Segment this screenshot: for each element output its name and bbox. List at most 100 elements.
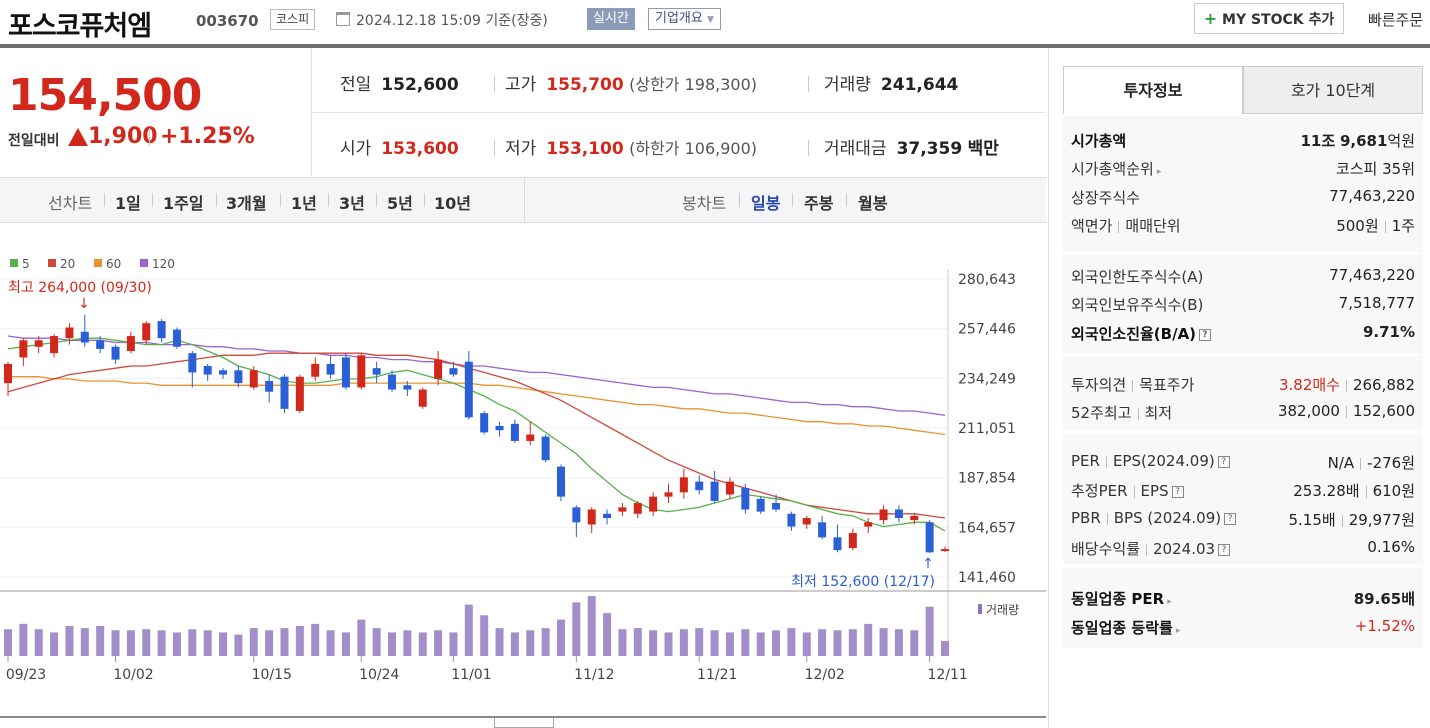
tab-period-3y[interactable]: 3년 [339, 194, 365, 213]
plus-icon: + [1203, 9, 1218, 28]
price-chart[interactable]: 5 20 60 120 280,643 257,446 234,249 211,051 187,… [0, 224, 1046, 728]
volume-bar [495, 628, 504, 656]
line-chart-label: 선차트 [48, 194, 93, 213]
help-icon[interactable]: ? [1171, 485, 1184, 498]
help-icon[interactable]: ? [1218, 543, 1231, 556]
shares-label: 상장주식수 [1071, 189, 1141, 207]
candle-body [572, 507, 581, 523]
candle-body [910, 515, 919, 521]
volume-bar [633, 628, 642, 656]
volume-bar [142, 629, 151, 656]
realtime-button[interactable]: 실시간 [587, 8, 635, 30]
divider [494, 76, 495, 92]
w52-value: 382,000 152,600 [1277, 402, 1415, 420]
candle-body [219, 370, 228, 375]
candle-body [879, 509, 888, 521]
help-icon[interactable]: ? [1224, 512, 1237, 525]
y-tick-label: 280,643 [958, 272, 1016, 288]
tab-period-5y[interactable]: 5년 [387, 194, 413, 213]
chart-tab-bar: 선차트 1일 1주일 3개월 1년 3년 5년 10년 봉차트 일봉 주봉 월봉 [0, 178, 1046, 223]
tab-investment-info[interactable]: 투자정보 [1063, 66, 1243, 114]
volume-bar [19, 623, 28, 656]
candle-body [111, 346, 120, 360]
low-value: 153,100 [546, 139, 624, 159]
volume-value: 241,644 [880, 75, 959, 95]
help-icon[interactable]: ? [1199, 328, 1212, 341]
cap-rank-label: 시가총액순위 ▸ [1071, 160, 1162, 178]
tab-period-3m[interactable]: 3개월 [226, 194, 267, 213]
ma120-line [7, 335, 946, 416]
add-my-stock-button[interactable]: + MY STOCK 추가 [1194, 3, 1344, 34]
candle-body [464, 361, 473, 418]
tab-period-1d[interactable]: 1일 [115, 194, 141, 213]
industry-change-row[interactable]: 동일업종 등락률 ▸ +1.52% [1071, 617, 1415, 643]
candle-body [234, 370, 243, 384]
industry-per-value: 89.65배 [1353, 590, 1415, 608]
industry-section: 동일업종 PER ▸ 89.65배 동일업종 등락률 ▸ +1.52% [1063, 568, 1423, 648]
per-row: PER EPS(2024.09)? N/A -276원 [1071, 452, 1415, 478]
y-tick-label: 257,446 [958, 322, 1016, 338]
divider [149, 128, 150, 146]
volume-bar [341, 632, 350, 656]
corp-overview-dropdown[interactable]: 기업개요 ▼ [648, 8, 721, 30]
quick-order-link[interactable]: 빠른주문 [1368, 11, 1424, 29]
tab-candle-monthly[interactable]: 월봉 [858, 194, 888, 213]
volume-bar [649, 630, 658, 656]
opinion-row: 투자의견 목표주가 3.82매수 266,882 [1071, 374, 1415, 400]
candle-body [787, 513, 796, 527]
est-per-row: 추정PER EPS? 253.28배 610원 [1071, 480, 1415, 506]
candle-body [126, 336, 135, 352]
foreign-limit-value: 77,463,220 [1329, 266, 1415, 284]
candle-body [833, 537, 842, 551]
volume-bar [802, 632, 811, 656]
volume-bar [587, 596, 596, 656]
volume-bar [925, 606, 934, 656]
upper-limit: (상한가 198,300) [629, 75, 758, 94]
tab-period-10y[interactable]: 10년 [434, 194, 471, 213]
volume-bar [34, 629, 43, 656]
candle-body [188, 353, 197, 373]
volume-bar [910, 630, 919, 656]
foreign-limit-row: 외국인한도주식수(A) 77,463,220 [1071, 266, 1415, 292]
cap-rank-row[interactable]: 시가총액순위 ▸ 코스피 35위 [1071, 158, 1415, 184]
candle-body [587, 509, 596, 525]
chart-bottom-border [0, 716, 1046, 718]
current-price: 154,500 [8, 70, 202, 121]
legend-label: 20 [60, 257, 75, 271]
industry-per-row[interactable]: 동일업종 PER ▸ 89.65배 [1071, 588, 1415, 614]
candle-body [265, 381, 274, 392]
candle-body [603, 513, 612, 519]
tab-period-1y[interactable]: 1년 [291, 194, 317, 213]
volume-bar [50, 632, 59, 656]
volume-bar [434, 630, 443, 656]
tab-period-1w[interactable]: 1주일 [163, 194, 204, 213]
amount-value: 37,359 [896, 139, 963, 159]
opinion-section: 투자의견 목표주가 3.82매수 266,882 52주최고 최저 382,000 152,… [1063, 356, 1423, 430]
tab-order-book[interactable]: 호가 10단계 [1243, 66, 1423, 114]
timestamp: 2024.12.18 15:09 기준(장중) [356, 13, 548, 29]
foreign-limit-label: 외국인한도주식수(A) [1071, 268, 1204, 286]
help-icon[interactable]: ? [1217, 455, 1230, 468]
x-tick-label: 11/12 [574, 667, 614, 683]
market-cap-label: 시가총액 [1071, 132, 1127, 150]
candle-body [541, 436, 550, 461]
volume-bar [541, 628, 550, 656]
candle-body [4, 363, 12, 384]
candle-body [357, 355, 366, 388]
tab-candle-weekly[interactable]: 주봉 [804, 194, 834, 213]
candle-body [495, 425, 504, 431]
opinion-value: 3.82매수 266,882 [1278, 376, 1415, 394]
open-price: 시가 153,600 [340, 134, 459, 159]
volume-bar [111, 630, 120, 656]
volume-bar [833, 630, 842, 656]
candle-body [142, 323, 151, 341]
volume-bar [464, 604, 473, 656]
market-badge: 코스피 [270, 9, 316, 30]
low-price: 저가 153,100 (하한가 106,900) [505, 134, 757, 159]
foreign-ratio-row: 외국인소진율(B/A)? 9.71% [1071, 323, 1415, 349]
stock-header: 포스코퓨처엠 003670 코스피 2024.12.18 15:09 기준(장중… [0, 0, 1430, 44]
volume-bar [265, 630, 274, 656]
tab-candle-daily[interactable]: 일봉 [751, 194, 781, 213]
expand-chart-handle[interactable] [494, 718, 554, 728]
divider [216, 193, 217, 207]
